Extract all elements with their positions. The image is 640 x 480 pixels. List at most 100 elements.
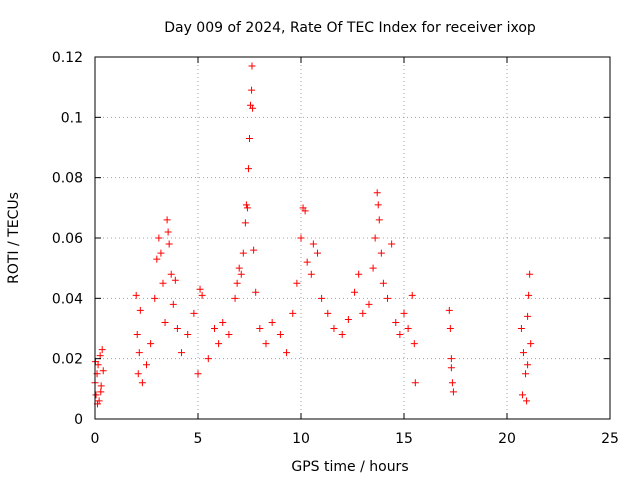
data-point — [171, 276, 179, 284]
data-point — [526, 270, 534, 278]
data-point — [448, 379, 456, 387]
data-point — [98, 346, 106, 354]
data-point — [92, 391, 100, 399]
data-point — [369, 264, 377, 272]
data-point — [97, 388, 105, 396]
data-point — [262, 340, 270, 348]
data-point — [132, 291, 140, 299]
x-tick-label: 0 — [91, 431, 100, 447]
data-point — [522, 370, 530, 378]
data-point — [248, 62, 256, 70]
data-point — [375, 216, 383, 224]
data-point — [237, 270, 245, 278]
data-points — [91, 62, 535, 408]
data-point — [215, 340, 223, 348]
data-point — [523, 397, 531, 405]
x-tick-label: 20 — [498, 431, 516, 447]
data-point — [136, 306, 144, 314]
data-point — [411, 379, 419, 387]
data-point — [133, 331, 141, 339]
data-point — [157, 249, 165, 257]
y-axis-label: ROTI / TECUs — [6, 192, 22, 284]
data-point — [165, 240, 173, 248]
data-point — [99, 367, 107, 375]
data-point — [159, 279, 167, 287]
data-point — [134, 370, 142, 378]
data-point — [447, 355, 455, 363]
data-point — [373, 189, 381, 197]
data-point — [190, 309, 198, 317]
data-point — [96, 352, 104, 360]
data-point — [147, 340, 155, 348]
data-point — [196, 285, 204, 293]
data-point — [410, 340, 418, 348]
data-point — [163, 216, 171, 224]
data-point — [324, 309, 332, 317]
y-tick-label: 0.06 — [52, 231, 83, 247]
data-point — [169, 300, 177, 308]
data-point — [338, 331, 346, 339]
data-point — [377, 249, 385, 257]
data-point — [355, 270, 363, 278]
axes: 0 5 10 15 20 25 0 0.02 0.04 0.06 0.08 0.1 0.12 — [52, 50, 619, 447]
data-point — [241, 219, 249, 227]
data-point — [97, 382, 105, 390]
data-point — [204, 355, 212, 363]
y-tick-label: 0.04 — [52, 291, 83, 307]
data-point — [344, 315, 352, 323]
data-point — [242, 201, 250, 209]
data-point — [219, 318, 227, 326]
data-point — [276, 331, 284, 339]
data-point — [233, 279, 241, 287]
data-point — [210, 325, 218, 332]
data-point — [244, 165, 252, 173]
data-point — [198, 291, 206, 299]
data-point — [184, 331, 192, 339]
data-point — [309, 240, 317, 248]
y-tick-label: 0.08 — [52, 171, 83, 187]
data-point — [138, 379, 146, 387]
data-point — [225, 331, 233, 339]
data-point — [167, 270, 175, 278]
data-point — [318, 294, 326, 302]
y-tick-label: 0.12 — [52, 50, 83, 66]
data-point — [243, 204, 251, 212]
data-point — [374, 201, 382, 209]
x-axis-label: GPS time / hours — [291, 459, 408, 475]
data-point — [301, 207, 309, 215]
data-point — [445, 306, 453, 314]
data-point — [517, 325, 525, 332]
data-point — [143, 361, 150, 369]
data-point — [256, 325, 264, 332]
data-point — [388, 240, 396, 248]
data-point — [408, 291, 416, 299]
data-point — [384, 294, 392, 302]
data-point — [404, 325, 412, 332]
data-point — [252, 288, 260, 296]
data-point — [178, 349, 186, 357]
data-point — [400, 309, 408, 317]
data-point — [293, 279, 301, 287]
data-point — [518, 391, 526, 399]
data-point — [359, 309, 367, 317]
data-point — [446, 325, 454, 332]
data-point — [231, 294, 239, 302]
data-point — [351, 288, 359, 296]
y-tick-label: 0 — [74, 412, 83, 428]
data-point — [297, 234, 305, 242]
data-point — [249, 104, 257, 112]
data-point — [313, 249, 321, 257]
data-point — [164, 228, 172, 236]
data-point — [371, 234, 379, 242]
data-point — [303, 258, 311, 266]
x-tick-label: 15 — [395, 431, 413, 447]
data-point — [246, 134, 253, 142]
data-point — [527, 340, 535, 348]
data-point — [161, 318, 169, 326]
data-point — [155, 234, 163, 242]
data-point — [194, 370, 202, 378]
chart-title: Day 009 of 2024, Rate Of TEC Index for r… — [164, 20, 536, 36]
y-tick-label: 0.1 — [61, 110, 83, 126]
data-point — [392, 318, 400, 326]
